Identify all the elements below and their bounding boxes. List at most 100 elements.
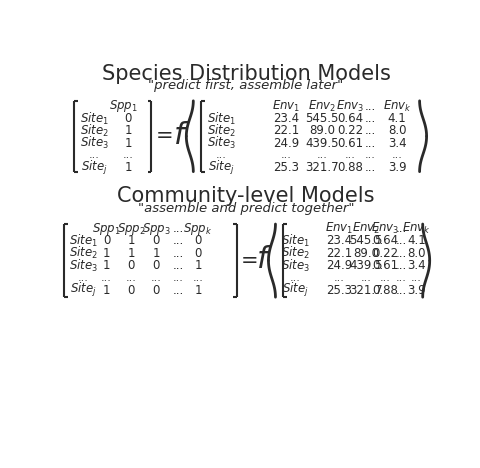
Text: ...: ... [396,247,407,260]
Text: ...: ... [123,151,133,161]
Text: $\mathit{Site_{2}}$: $\mathit{Site_{2}}$ [281,245,310,261]
Text: 89.0: 89.0 [353,247,379,260]
Text: 1: 1 [194,284,202,297]
Text: $\mathit{Spp_{2}}$: $\mathit{Spp_{2}}$ [117,220,146,237]
Text: $\mathit{Env_{2}}$: $\mathit{Env_{2}}$ [308,99,336,114]
Text: ...: ... [216,151,227,161]
Text: 0: 0 [124,112,132,125]
Text: 4.1: 4.1 [388,112,407,125]
Text: $\mathit{Spp_{1}}$: $\mathit{Spp_{1}}$ [109,98,138,114]
Text: ...: ... [78,273,89,283]
Text: 0.61: 0.61 [372,259,398,272]
Text: 24.9: 24.9 [273,137,300,150]
Text: 24.9: 24.9 [326,259,352,272]
Text: ...: ... [411,273,422,283]
Text: ...: ... [392,151,403,161]
Text: ...: ... [173,259,184,272]
Text: $\mathit{Site_{1}}$: $\mathit{Site_{1}}$ [207,110,236,126]
Text: ...: ... [126,273,137,283]
Text: Community-level Models: Community-level Models [117,185,375,205]
Text: 321.7: 321.7 [305,161,339,174]
Text: "assemble and predict together": "assemble and predict together" [138,203,354,215]
Text: ...: ... [364,124,376,137]
Text: ...: ... [396,273,407,283]
Text: 22.1: 22.1 [326,247,352,260]
Text: 23.4: 23.4 [326,234,352,248]
Text: ...: ... [364,137,376,150]
Text: ...: ... [281,151,292,161]
Text: 545.5: 545.5 [305,112,338,125]
Text: ...: ... [173,273,184,283]
Text: ...: ... [364,100,376,113]
Text: ...: ... [396,284,407,297]
Text: $\mathit{Spp_{1}}$: $\mathit{Spp_{1}}$ [92,220,121,237]
Text: 1: 1 [103,284,110,297]
Text: $\mathit{Site_{3}}$: $\mathit{Site_{3}}$ [69,257,98,274]
Text: ...: ... [290,273,301,283]
Text: ...: ... [360,273,372,283]
Text: 0.22: 0.22 [372,247,398,260]
Text: 1: 1 [124,137,132,150]
Text: $\mathit{Site_{j}}$: $\mathit{Site_{j}}$ [70,281,96,299]
Text: ...: ... [396,222,407,235]
Text: ...: ... [89,151,99,161]
Text: 0: 0 [128,259,135,272]
Text: $\mathit{Env_{1}}$: $\mathit{Env_{1}}$ [272,99,300,114]
Text: $\mathit{Site_{1}}$: $\mathit{Site_{1}}$ [69,233,98,249]
Text: $\mathit{Site_{j}}$: $\mathit{Site_{j}}$ [208,159,235,177]
Text: ...: ... [173,222,184,235]
Text: $\mathit{Site_{1}}$: $\mathit{Site_{1}}$ [281,233,310,249]
Text: ...: ... [173,234,184,248]
Text: $\mathit{Site_{3}}$: $\mathit{Site_{3}}$ [207,135,236,151]
Text: 0: 0 [128,284,135,297]
Text: $\mathit{f}$: $\mathit{f}$ [256,245,273,274]
Text: 8.0: 8.0 [388,124,407,137]
Text: ...: ... [173,247,184,260]
Text: Species Distribution Models: Species Distribution Models [102,64,390,84]
Text: 0.88: 0.88 [338,161,363,174]
Text: $\mathit{Site_{2}}$: $\mathit{Site_{2}}$ [207,123,236,139]
Text: $\mathit{Site_{2}}$: $\mathit{Site_{2}}$ [69,245,98,261]
Text: $\mathit{Env_{1}}$: $\mathit{Env_{1}}$ [325,221,353,236]
Text: 0: 0 [153,234,160,248]
Text: $\mathit{Site_{3}}$: $\mathit{Site_{3}}$ [80,135,108,151]
Text: $\mathit{Site_{j}}$: $\mathit{Site_{j}}$ [282,281,309,299]
Text: ...: ... [316,151,327,161]
Text: 1: 1 [152,247,160,260]
Text: ...: ... [345,151,356,161]
Text: 0: 0 [153,259,160,272]
Text: 0: 0 [194,247,202,260]
Text: ...: ... [151,273,162,283]
Text: $\mathit{Env_{k}}$: $\mathit{Env_{k}}$ [383,99,411,114]
Text: ...: ... [380,273,391,283]
Text: 1: 1 [103,247,110,260]
Text: $\mathit{Site_{2}}$: $\mathit{Site_{2}}$ [80,123,108,139]
Text: 1: 1 [103,259,110,272]
Text: 1: 1 [128,234,135,248]
Text: $\mathit{Env_{3}}$: $\mathit{Env_{3}}$ [336,99,365,114]
Text: 3.4: 3.4 [407,259,426,272]
Text: 1: 1 [194,259,202,272]
Text: $\mathit{Env_{3}}$: $\mathit{Env_{3}}$ [372,221,400,236]
Text: 22.1: 22.1 [273,124,300,137]
Text: 1: 1 [124,124,132,137]
Text: ...: ... [173,284,184,297]
Text: "predict first, assemble later": "predict first, assemble later" [148,79,344,92]
Text: 0.64: 0.64 [372,234,398,248]
Text: =: = [156,126,173,146]
Text: ...: ... [192,273,204,283]
Text: ...: ... [396,234,407,248]
Text: $\mathit{Env_{2}}$: $\mathit{Env_{2}}$ [352,221,380,236]
Text: 23.4: 23.4 [273,112,300,125]
Text: 89.0: 89.0 [309,124,335,137]
Text: 25.3: 25.3 [326,284,352,297]
Text: 439.5: 439.5 [305,137,339,150]
Text: $\mathit{Spp_{3}}$: $\mathit{Spp_{3}}$ [142,220,170,237]
Text: $\mathit{Site_{3}}$: $\mathit{Site_{3}}$ [281,257,310,274]
Text: 1: 1 [124,161,132,174]
Text: ...: ... [334,273,345,283]
Text: $\mathit{Spp_{k}}$: $\mathit{Spp_{k}}$ [183,220,213,237]
Text: 0: 0 [153,284,160,297]
Text: 439.5: 439.5 [349,259,383,272]
Text: 0: 0 [103,234,110,248]
